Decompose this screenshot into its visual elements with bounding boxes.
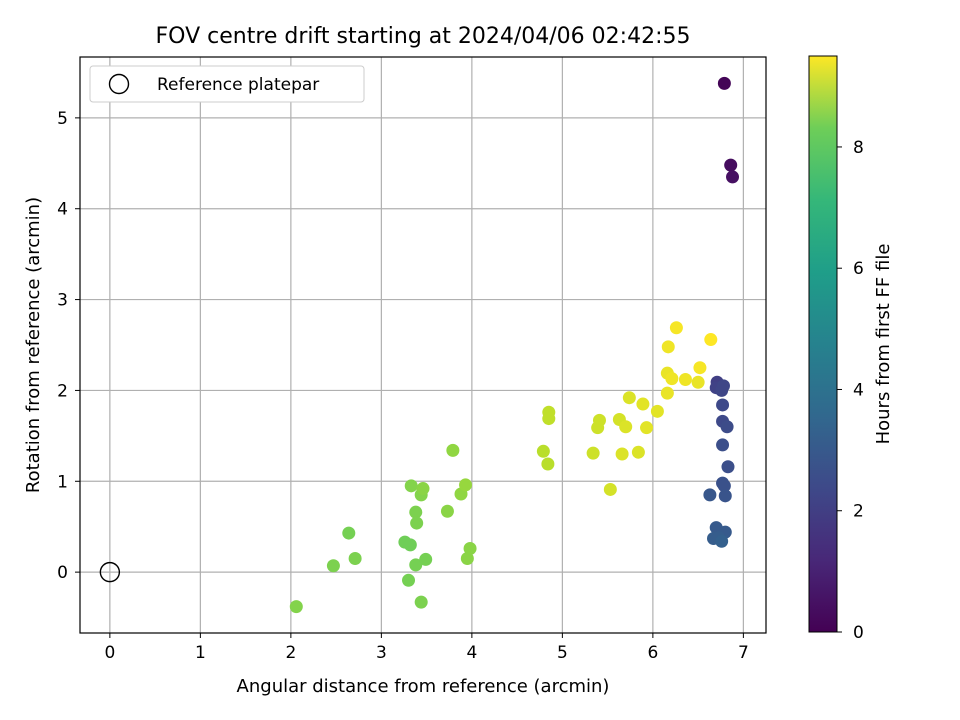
data-point [289, 600, 303, 614]
data-point [693, 361, 707, 375]
legend-box [89, 65, 365, 103]
data-point [619, 420, 633, 434]
chart-title: FOV centre drift starting at 2024/04/06 … [156, 24, 691, 49]
y-tick-label: 5 [57, 109, 68, 129]
data-point [622, 391, 636, 405]
y-tick-label: 0 [57, 563, 68, 583]
data-point [717, 76, 731, 90]
data-point [716, 438, 730, 452]
data-point [541, 457, 555, 471]
data-point [718, 489, 732, 503]
data-point [715, 534, 729, 548]
y-tick-label: 4 [57, 200, 68, 220]
x-tick-label: 4 [466, 643, 477, 663]
data-point [542, 412, 556, 426]
data-point [536, 444, 550, 458]
y-axis-label: Rotation from reference (arcmin) [23, 197, 44, 493]
data-point [724, 158, 738, 172]
data-point [342, 526, 356, 540]
data-point [636, 397, 650, 411]
data-point [603, 482, 617, 496]
data-point [660, 386, 674, 400]
data-point [409, 558, 423, 572]
x-axis-label: Angular distance from reference (arcmin) [237, 676, 610, 697]
data-point [721, 460, 735, 474]
x-tick-label: 1 [195, 643, 206, 663]
colorbar-gradient [808, 55, 838, 633]
data-point [416, 482, 430, 496]
data-point [669, 321, 683, 335]
data-point [650, 404, 664, 418]
legend: Reference platepar [89, 65, 365, 103]
colorbar-tick-label: 0 [853, 623, 864, 643]
data-point [704, 333, 718, 347]
data-point [640, 421, 654, 435]
x-tick-label: 0 [104, 643, 115, 663]
data-point [592, 413, 606, 427]
x-tick-label: 2 [285, 643, 296, 663]
data-point [661, 340, 675, 354]
data-point [631, 445, 645, 459]
y-axis-ticks: 0 1 2 3 4 5 [57, 109, 80, 583]
data-point [703, 488, 717, 502]
data-point [691, 375, 705, 389]
data-point [414, 595, 428, 609]
data-point [460, 552, 474, 566]
colorbar-tick-label: 8 [853, 138, 864, 158]
data-point [403, 538, 417, 552]
legend-entry-reference: Reference platepar [157, 75, 319, 95]
data-point [586, 446, 600, 460]
data-point [419, 552, 433, 566]
data-point [402, 573, 416, 587]
data-point [615, 447, 629, 461]
data-point [459, 478, 473, 492]
y-tick-label: 3 [57, 291, 68, 311]
x-tick-label: 6 [647, 643, 658, 663]
y-tick-label: 1 [57, 472, 68, 492]
plot-frame [79, 56, 767, 634]
data-point [463, 542, 477, 556]
x-tick-label: 3 [376, 643, 387, 663]
reference-marker-group [99, 561, 121, 583]
reference-platepar-marker [99, 561, 121, 583]
data-point [665, 372, 679, 386]
colorbar: 0 2 4 6 8 Hours from first FF file [808, 55, 894, 643]
colorbar-label: Hours from first FF file [873, 244, 894, 445]
x-tick-label: 5 [557, 643, 568, 663]
data-point [410, 516, 424, 530]
data-point [678, 373, 692, 387]
y-tick-label: 2 [57, 381, 68, 401]
x-axis-ticks: 0 1 2 3 4 5 6 7 [104, 633, 749, 663]
data-point [716, 379, 730, 393]
colorbar-tick-label: 2 [853, 502, 864, 522]
grid-lines [80, 57, 766, 633]
colorbar-ticks: 0 2 4 6 8 [837, 138, 864, 643]
data-point [720, 420, 734, 434]
data-point [409, 505, 423, 519]
colorbar-tick-label: 6 [853, 259, 864, 279]
data-point [348, 552, 362, 566]
x-tick-label: 7 [738, 643, 749, 663]
data-point [716, 398, 730, 412]
data-point [446, 443, 460, 457]
data-point [440, 504, 454, 518]
legend-reference-marker [108, 73, 130, 95]
data-point [404, 479, 418, 493]
data-point [717, 479, 731, 493]
data-point [326, 559, 340, 573]
data-points [289, 76, 740, 614]
data-point [726, 170, 740, 184]
colorbar-tick-label: 4 [853, 380, 864, 400]
